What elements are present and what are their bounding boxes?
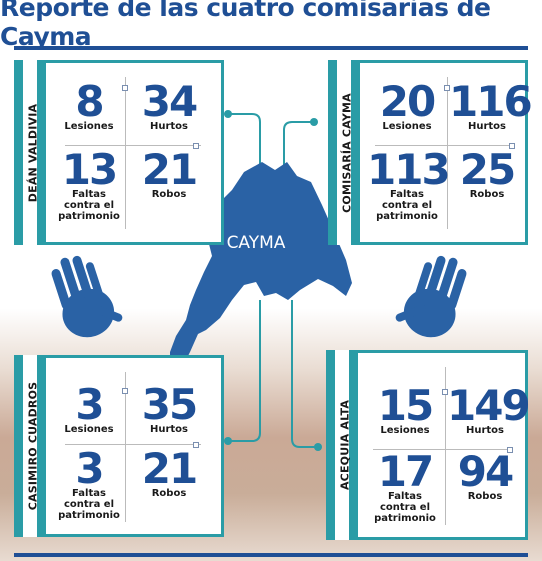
stat-value: 21 xyxy=(141,444,198,493)
stat-value: 34 xyxy=(141,77,198,126)
stat-label: Robos xyxy=(151,488,187,499)
stat-lesiones: 20 Lesiones xyxy=(367,77,447,133)
stat-label: patrimonio xyxy=(376,211,438,222)
stat-faltas: 3 Faltas contra el patrimonio xyxy=(57,444,121,522)
stat-robos: 94 Robos xyxy=(447,447,523,503)
stat-label: Faltas xyxy=(390,189,424,200)
stat-label: Lesiones xyxy=(380,425,430,436)
station-name: CASIMIRO CUADROS xyxy=(26,381,40,511)
stat-value: 35 xyxy=(141,380,198,429)
stat-label: patrimonio xyxy=(374,513,436,524)
stat-label: Lesiones xyxy=(64,424,114,435)
station-name: ACEQUIA ALTA xyxy=(338,399,352,491)
stat-value: 20 xyxy=(379,77,436,126)
stat-label: Hurtos xyxy=(467,121,507,132)
stat-label: patrimonio xyxy=(58,211,120,222)
stat-hurtos: 34 Hurtos xyxy=(127,77,211,133)
stat-value: 8 xyxy=(75,77,104,126)
panel-acequia-alta: ACEQUIA ALTA 15 Lesiones 149 Hurtos 17 F… xyxy=(326,350,531,540)
stat-label: Robos xyxy=(151,189,187,200)
stat-label: Hurtos xyxy=(149,424,189,435)
stat-label: Lesiones xyxy=(64,121,114,132)
stat-value: 13 xyxy=(61,145,118,194)
left-handprint-icon xyxy=(51,255,123,338)
station-tab xyxy=(14,355,46,537)
stat-value: 3 xyxy=(75,380,104,429)
stat-faltas: 113 Faltas contra el patrimonio xyxy=(367,145,451,223)
stat-value: 94 xyxy=(457,447,514,496)
panel-comisaria-cayma: COMISARÍA CAYMA 20 Lesiones 116 Hurtos 1… xyxy=(328,60,533,245)
stat-value: 113 xyxy=(367,145,451,194)
stat-label: contra el xyxy=(379,502,431,513)
title-underline xyxy=(14,46,528,50)
stat-label: Hurtos xyxy=(465,425,505,436)
connector-dot xyxy=(310,118,318,126)
station-name: DEÁN VALDIVIA xyxy=(26,103,40,202)
stat-label: Robos xyxy=(467,491,503,502)
stat-value: 21 xyxy=(141,145,198,194)
stat-label: Hurtos xyxy=(149,121,189,132)
stat-value: 25 xyxy=(459,145,516,194)
stat-label: Lesiones xyxy=(382,121,432,132)
panel-casimiro-cuadros: CASIMIRO CUADROS 3 Lesiones 35 Hurtos 3 … xyxy=(14,355,224,537)
stat-value: 17 xyxy=(377,447,434,496)
stat-label: contra el xyxy=(63,499,115,510)
stat-label: patrimonio xyxy=(58,510,120,521)
stat-value: 15 xyxy=(377,381,434,430)
stat-label: Faltas xyxy=(72,488,106,499)
station-name: COMISARÍA CAYMA xyxy=(340,92,354,213)
stat-lesiones: 3 Lesiones xyxy=(57,380,121,436)
bottom-rule xyxy=(14,553,528,557)
connector-casimiro-cuadros xyxy=(228,300,261,442)
stat-faltas: 17 Faltas contra el patrimonio xyxy=(365,447,445,525)
stat-robos: 21 Robos xyxy=(127,145,211,201)
stat-hurtos: 116 Hurtos xyxy=(449,77,533,133)
stat-robos: 25 Robos xyxy=(449,145,525,201)
connector-dot xyxy=(224,437,232,445)
stat-label: contra el xyxy=(63,200,115,211)
station-tab xyxy=(14,60,46,245)
stat-label: Robos xyxy=(469,189,505,200)
stat-label: contra el xyxy=(381,200,433,211)
stat-hurtos: 149 Hurtos xyxy=(447,381,531,437)
connector-dean-valdivia xyxy=(228,113,261,192)
stat-value: 116 xyxy=(449,77,533,126)
stat-value: 3 xyxy=(75,444,104,493)
stat-robos: 21 Robos xyxy=(127,444,211,500)
stat-lesiones: 8 Lesiones xyxy=(57,77,121,133)
stat-value: 149 xyxy=(447,381,531,430)
connector-dot xyxy=(314,443,322,451)
station-tab xyxy=(326,350,358,540)
panel-dean-valdivia: DEÁN VALDIVIA 8 Lesiones 34 Hurtos 13 Fa… xyxy=(14,60,224,245)
map-label: CAYMA xyxy=(226,233,286,253)
stat-label: Faltas xyxy=(72,189,106,200)
right-handprint-icon xyxy=(395,255,467,338)
stat-hurtos: 35 Hurtos xyxy=(127,380,211,436)
station-tab xyxy=(328,60,360,245)
connector-dot xyxy=(224,110,232,118)
connector-acequia-alta xyxy=(291,300,318,448)
stat-faltas: 13 Faltas contra el patrimonio xyxy=(57,145,121,223)
stat-label: Faltas xyxy=(388,491,422,502)
connector-comisaria-cayma xyxy=(283,121,314,185)
stat-lesiones: 15 Lesiones xyxy=(365,381,445,437)
